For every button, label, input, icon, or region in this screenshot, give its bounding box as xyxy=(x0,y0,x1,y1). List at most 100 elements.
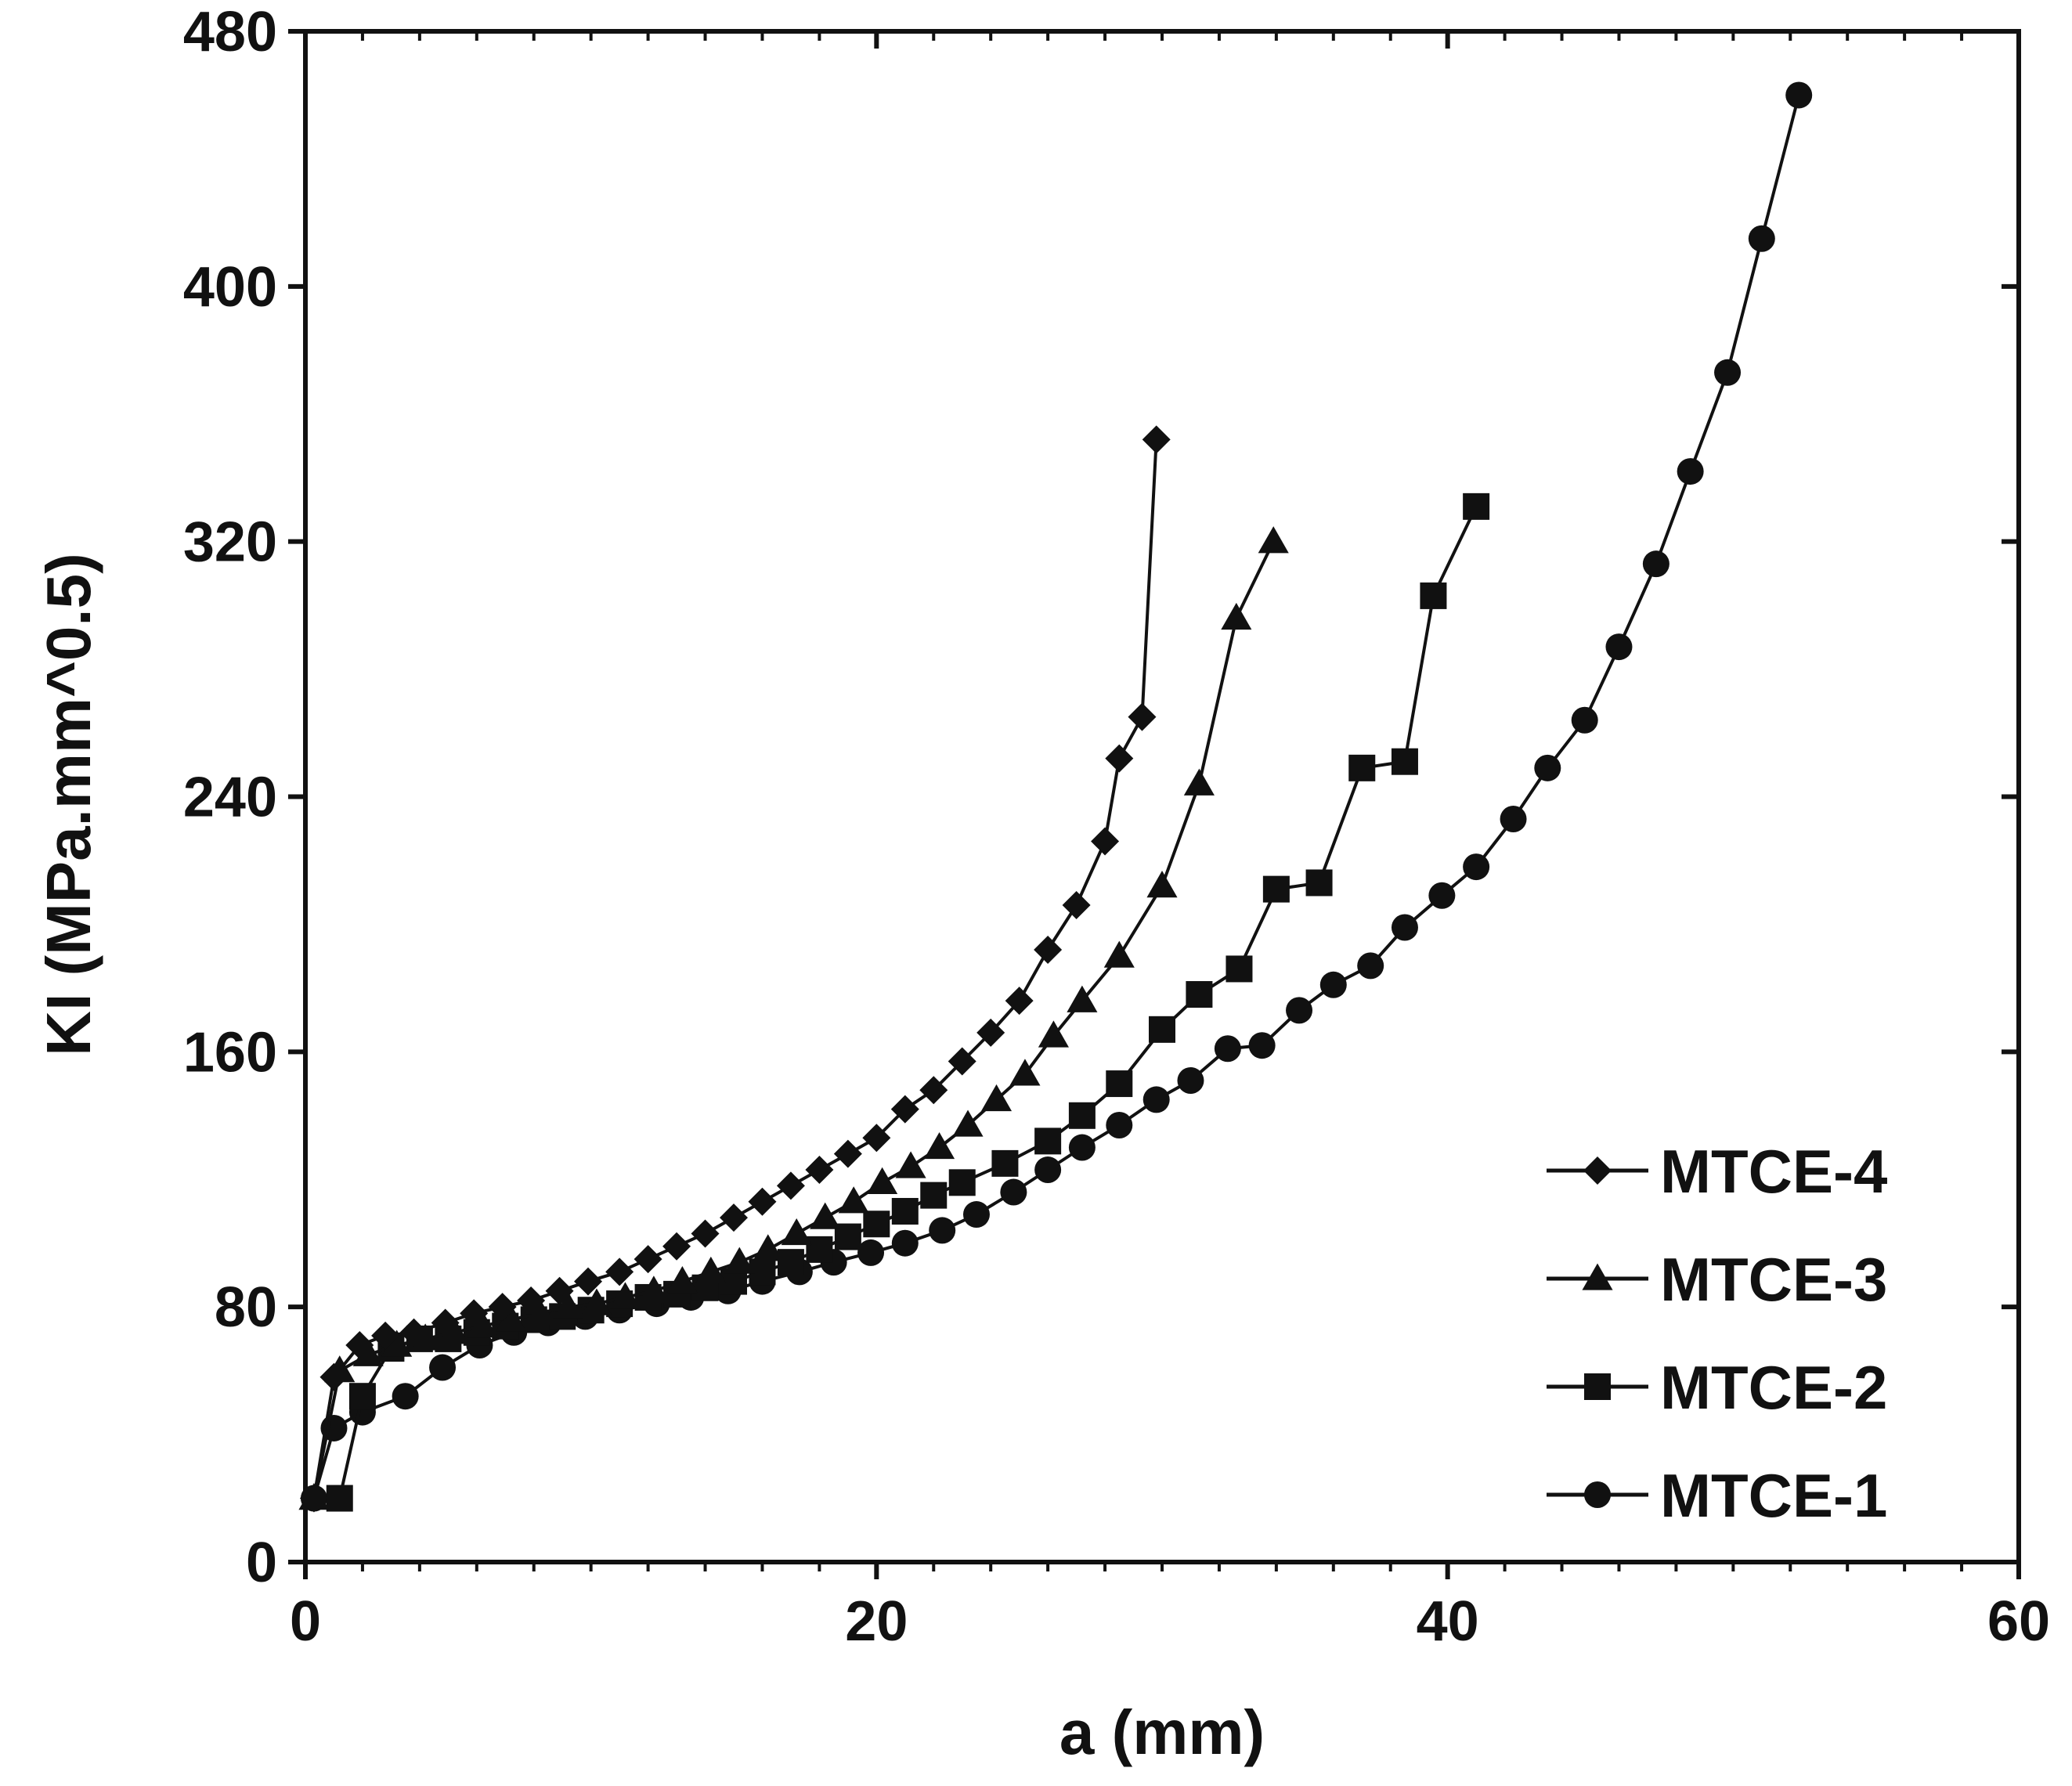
x-axis-title: a (mm) xyxy=(1059,1698,1265,1767)
data-point-mtce-2 xyxy=(1226,955,1253,983)
data-point-mtce-2 xyxy=(348,1383,376,1410)
data-point-mtce-4 xyxy=(574,1267,603,1296)
data-point-mtce-4 xyxy=(345,1331,374,1360)
data-point-mtce-4 xyxy=(605,1257,634,1286)
data-point-mtce-3 xyxy=(753,1234,784,1261)
x-tick-label-0: 0 xyxy=(290,1590,321,1653)
data-point-mtce-2 xyxy=(1034,1128,1062,1155)
legend-label-mtce-4: MTCE-4 xyxy=(1660,1137,1887,1206)
y-tick-label-4: 320 xyxy=(183,511,277,574)
data-point-mtce-4 xyxy=(488,1293,517,1322)
data-point-mtce-4 xyxy=(805,1156,834,1185)
data-point-mtce-1 xyxy=(1571,706,1598,734)
data-point-mtce-4 xyxy=(319,1362,348,1391)
data-point-mtce-3 xyxy=(552,1291,584,1319)
data-point-mtce-2 xyxy=(1149,1016,1175,1043)
data-point-mtce-3 xyxy=(581,1288,612,1315)
data-point-mtce-4 xyxy=(1005,987,1034,1016)
data-point-mtce-4 xyxy=(976,1018,1005,1047)
data-point-mtce-2 xyxy=(1305,869,1333,897)
data-point-mtce-3 xyxy=(1183,768,1215,796)
data-point-mtce-1 xyxy=(891,1229,919,1257)
data-point-mtce-4 xyxy=(634,1245,662,1274)
data-point-mtce-3 xyxy=(524,1297,555,1325)
data-point-mtce-4 xyxy=(1062,890,1091,919)
data-point-mtce-3 xyxy=(638,1275,670,1303)
axis-ticks xyxy=(288,29,2021,1579)
data-point-mtce-3 xyxy=(410,1323,441,1351)
data-point-mtce-1 xyxy=(1714,359,1742,386)
series-mtce-4 xyxy=(299,425,1171,1513)
y-tick-label-6: 480 xyxy=(183,1,277,63)
legend-label-mtce-2: MTCE-2 xyxy=(1660,1353,1887,1422)
data-point-mtce-2 xyxy=(777,1249,804,1276)
legend-item-mtce-1: MTCE-1 xyxy=(1547,1461,1887,1530)
data-point-mtce-3 xyxy=(695,1256,727,1284)
legend-marker-mtce-2 xyxy=(1584,1373,1611,1400)
data-point-mtce-4 xyxy=(1128,702,1157,731)
data-point-mtce-4 xyxy=(431,1308,460,1337)
data-point-mtce-3 xyxy=(1067,985,1098,1012)
y-tick-label-5: 400 xyxy=(183,256,277,319)
data-point-mtce-1 xyxy=(429,1354,457,1381)
data-point-mtce-2 xyxy=(1068,1102,1096,1129)
data-point-mtce-3 xyxy=(666,1266,698,1293)
data-point-mtce-1 xyxy=(1428,882,1456,909)
data-point-mtce-1 xyxy=(1034,1156,1062,1184)
data-point-mtce-2 xyxy=(1348,754,1376,781)
data-point-mtce-1 xyxy=(1463,853,1490,881)
data-point-mtce-2 xyxy=(991,1149,1019,1177)
data-point-mtce-2 xyxy=(1420,582,1447,609)
legend-marker-mtce-1 xyxy=(1584,1481,1611,1508)
y-axis-tick-labels: 0 80 160 240 320 400 480 xyxy=(183,1,277,1594)
data-point-mtce-2 xyxy=(863,1211,890,1238)
data-point-mtce-1 xyxy=(1677,458,1704,485)
data-point-mtce-4 xyxy=(545,1276,574,1305)
data-point-mtce-1 xyxy=(1357,952,1384,980)
data-point-mtce-1 xyxy=(1106,1112,1133,1139)
data-point-mtce-1 xyxy=(1000,1178,1027,1206)
data-point-mtce-1 xyxy=(1391,914,1418,941)
data-point-mtce-4 xyxy=(1142,425,1171,454)
legend-label-mtce-1: MTCE-1 xyxy=(1660,1461,1887,1530)
data-point-mtce-4 xyxy=(833,1139,862,1168)
data-point-mtce-4 xyxy=(919,1076,948,1105)
legend-label-mtce-3: MTCE-3 xyxy=(1660,1245,1887,1314)
data-point-mtce-2 xyxy=(1106,1070,1133,1098)
series-layer xyxy=(298,81,1813,1513)
y-tick-label-2: 160 xyxy=(183,1021,277,1084)
data-point-mtce-3 xyxy=(810,1202,841,1229)
data-point-mtce-2 xyxy=(1391,748,1418,775)
legend: MTCE-4 MTCE-3 MTCE-2 MTCE-1 xyxy=(1547,1137,1887,1530)
data-point-mtce-1 xyxy=(1500,806,1527,833)
x-tick-label-2: 40 xyxy=(1417,1590,1479,1653)
legend-item-mtce-3: MTCE-3 xyxy=(1547,1245,1887,1314)
data-point-mtce-4 xyxy=(662,1232,691,1261)
legend-item-mtce-2: MTCE-2 xyxy=(1547,1353,1887,1422)
data-point-mtce-3 xyxy=(952,1109,984,1137)
data-point-mtce-3 xyxy=(1009,1059,1041,1086)
data-point-mtce-3 xyxy=(781,1218,812,1246)
data-point-mtce-2 xyxy=(920,1182,948,1209)
data-point-mtce-3 xyxy=(352,1339,384,1366)
data-point-mtce-1 xyxy=(962,1201,990,1229)
y-tick-label-0: 0 xyxy=(246,1532,277,1594)
data-point-mtce-2 xyxy=(891,1197,919,1225)
data-point-mtce-3 xyxy=(609,1282,641,1309)
data-point-mtce-1 xyxy=(1534,754,1561,781)
data-point-mtce-2 xyxy=(806,1236,833,1263)
data-point-mtce-3 xyxy=(895,1151,926,1178)
data-point-mtce-4 xyxy=(691,1219,720,1248)
data-point-mtce-1 xyxy=(1785,81,1813,109)
data-point-mtce-2 xyxy=(948,1169,976,1196)
data-point-mtce-1 xyxy=(1177,1066,1204,1094)
data-point-mtce-4 xyxy=(720,1203,748,1232)
data-point-mtce-3 xyxy=(1258,526,1289,554)
data-point-mtce-4 xyxy=(517,1286,546,1315)
data-point-mtce-4 xyxy=(776,1171,805,1200)
data-point-mtce-4 xyxy=(948,1047,976,1076)
data-point-mtce-4 xyxy=(862,1124,891,1153)
data-point-mtce-1 xyxy=(1068,1134,1096,1161)
data-point-mtce-4 xyxy=(1091,827,1120,856)
